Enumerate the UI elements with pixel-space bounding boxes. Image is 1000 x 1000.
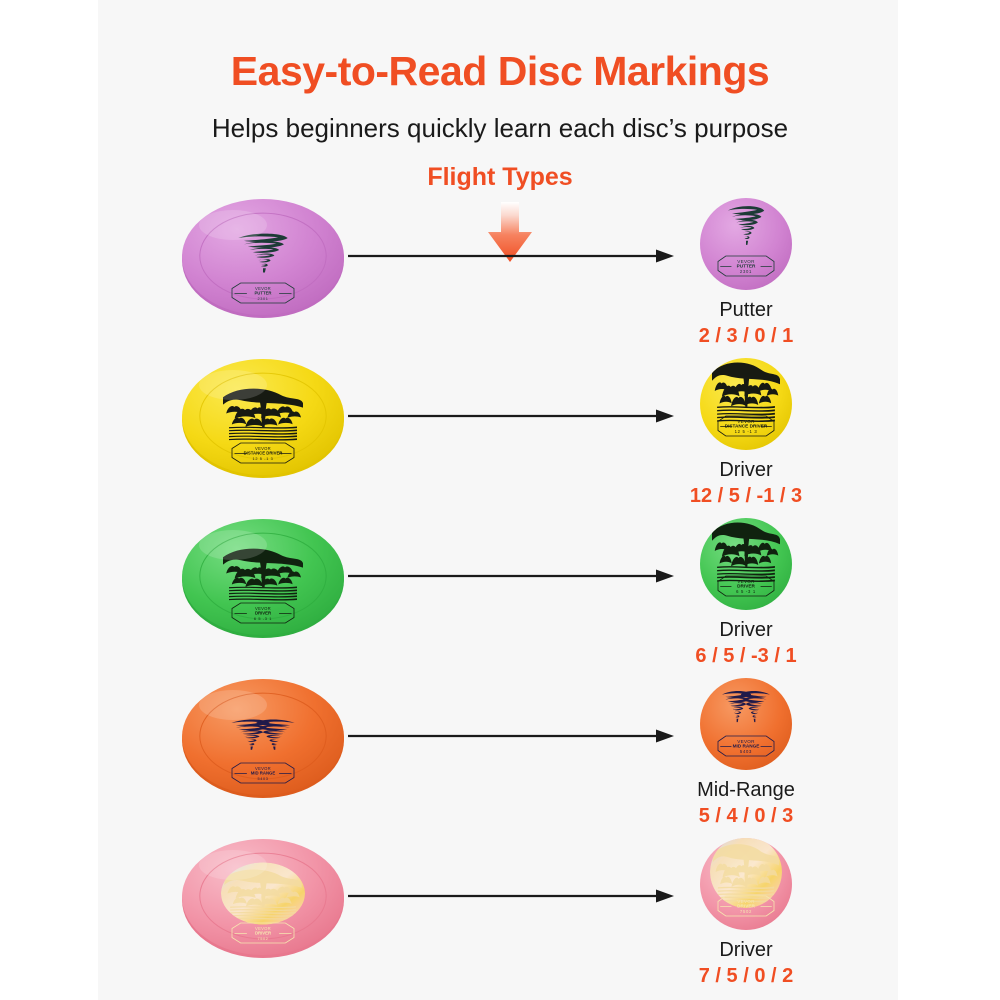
svg-text:PUTTER: PUTTER: [737, 264, 756, 269]
flight-numbers: 12 / 5 / -1 / 3: [689, 485, 803, 507]
right-arrow-icon: [348, 408, 674, 424]
page-title: Easy-to-Read Disc Markings: [230, 48, 770, 94]
svg-text:6 5 -3 1: 6 5 -3 1: [254, 617, 272, 621]
svg-text:2301: 2301: [257, 297, 268, 301]
flight-numbers: 2 / 3 / 0 / 1: [698, 325, 794, 347]
small-disc-putter: VEVOR PUTTER 2301: [698, 196, 794, 292]
right-arrow-icon: [348, 248, 674, 264]
flight-numbers: 6 / 5 / -3 / 1: [695, 645, 797, 667]
svg-text:VEVOR: VEVOR: [255, 926, 271, 931]
big-disc-mid-range-orange: VEVOR MID RANGE 5403: [180, 676, 346, 798]
big-disc-distance-driver-yellow: VEVOR DISTANCE DRIVER 12 5 -1 3: [180, 356, 346, 478]
small-disc-mid-range-orange: VEVOR MID RANGE 5403: [698, 676, 794, 772]
svg-text:VEVOR: VEVOR: [255, 606, 271, 611]
disc-summary-driver-pink: VEVOR DRIVER 7502 Driver 7 / 5 / 0 / 2: [676, 836, 816, 988]
svg-text:DRIVER: DRIVER: [255, 611, 271, 616]
svg-text:VEVOR: VEVOR: [255, 446, 271, 451]
svg-text:VEVOR: VEVOR: [737, 259, 755, 264]
small-disc-driver-green: VEVOR DRIVER 6 5 -3 1: [698, 516, 794, 612]
svg-text:DRIVER: DRIVER: [737, 584, 755, 589]
content-panel: [98, 0, 898, 1000]
disc-summary-driver-green: VEVOR DRIVER 6 5 -3 1 Driver 6 / 5 / -3 /…: [676, 516, 816, 668]
disc-row-putter: VEVOR PUTTER 2301 VEVO: [0, 196, 1000, 348]
right-arrow-icon: [348, 728, 674, 744]
flight-numbers: 7 / 5 / 0 / 2: [698, 965, 794, 987]
disc-type-label: Mid-Range: [697, 779, 795, 801]
svg-text:DISTANCE DRIVER: DISTANCE DRIVER: [725, 424, 768, 429]
disc-type-label: Driver: [719, 459, 773, 481]
svg-text:VEVOR: VEVOR: [255, 766, 271, 771]
down-arrow-icon: [479, 202, 541, 264]
svg-text:7502: 7502: [257, 937, 268, 941]
svg-text:VEVOR: VEVOR: [737, 419, 755, 424]
svg-text:DRIVER: DRIVER: [255, 931, 271, 936]
disc-row-driver-green: VEVOR DRIVER 6 5 -3 1 VEVOR DRIVER 6 5 -…: [0, 516, 1000, 668]
svg-text:5403: 5403: [740, 749, 752, 754]
small-disc-driver-pink: VEVOR DRIVER 7502: [698, 836, 794, 932]
svg-text:MID RANGE: MID RANGE: [733, 744, 760, 749]
small-disc-distance-driver-yellow: VEVOR DISTANCE DRIVER 12 5 -1 3: [698, 356, 794, 452]
disc-summary-mid-range-orange: VEVOR MID RANGE 5403 Mid-Range 5 / 4 / 0 …: [676, 676, 816, 828]
svg-text:2301: 2301: [740, 269, 752, 274]
disc-type-label: Driver: [719, 619, 773, 641]
disc-summary-putter: VEVOR PUTTER 2301 Putter 2 / 3 / 0 / 1: [676, 196, 816, 348]
disc-row-driver-pink: VEVOR DRIVER 7502: [0, 836, 1000, 988]
big-disc-driver-green: VEVOR DRIVER 6 5 -3 1: [180, 516, 346, 638]
disc-row-distance-driver-yellow: VEVOR DISTANCE DRIVER 12 5 -1 3 VEVOR DI…: [0, 356, 1000, 508]
svg-text:VEVOR: VEVOR: [737, 899, 755, 904]
flight-numbers: 5 / 4 / 0 / 3: [698, 805, 794, 827]
big-disc-driver-pink: VEVOR DRIVER 7502: [180, 836, 346, 958]
big-disc-putter: VEVOR PUTTER 2301: [180, 196, 346, 318]
svg-text:VEVOR: VEVOR: [737, 579, 755, 584]
page-subtitle: Helps beginners quickly learn each disc’…: [211, 113, 789, 143]
disc-summary-distance-driver-yellow: VEVOR DISTANCE DRIVER 12 5 -1 3 Driver 12…: [676, 356, 816, 508]
svg-text:6 5 -3 1: 6 5 -3 1: [736, 589, 756, 594]
svg-text:PUTTER: PUTTER: [254, 291, 271, 296]
svg-text:5403: 5403: [257, 777, 268, 781]
svg-text:VEVOR: VEVOR: [737, 739, 755, 744]
disc-row-mid-range-orange: VEVOR MID RANGE 5403: [0, 676, 1000, 828]
section-label-flight-types: Flight Types: [427, 163, 573, 191]
right-arrow-icon: [348, 888, 674, 904]
svg-text:DRIVER: DRIVER: [737, 904, 755, 909]
right-arrow-icon: [348, 568, 674, 584]
svg-text:VEVOR: VEVOR: [255, 286, 271, 291]
svg-text:7502: 7502: [740, 909, 752, 914]
svg-text:12 5 -1 3: 12 5 -1 3: [735, 429, 758, 434]
svg-text:12 5 -1 3: 12 5 -1 3: [253, 457, 274, 461]
disc-type-label: Putter: [719, 299, 773, 321]
svg-text:DISTANCE DRIVER: DISTANCE DRIVER: [244, 451, 283, 456]
disc-type-label: Driver: [719, 939, 773, 961]
svg-text:MID RANGE: MID RANGE: [251, 771, 276, 776]
